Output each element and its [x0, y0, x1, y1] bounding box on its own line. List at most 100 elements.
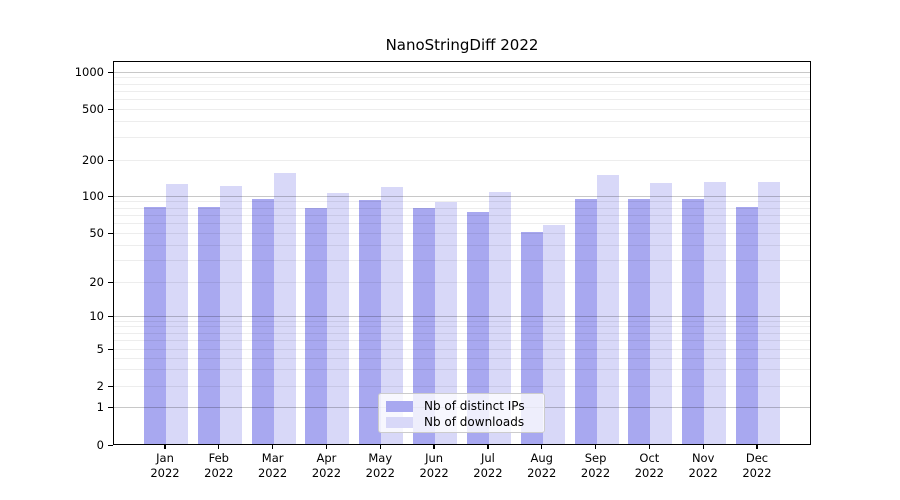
legend-label: Nb of downloads [424, 415, 525, 429]
x-tick-year: 2022 [742, 465, 772, 480]
x-tick-label: Mar 2022 [245, 451, 301, 480]
y-tick-mark [108, 195, 113, 197]
minor-gridline [114, 385, 810, 387]
minor-gridline [114, 207, 810, 209]
x-tick-month: May [368, 451, 393, 465]
x-tick-label: Feb 2022 [191, 451, 247, 480]
minor-gridline [114, 332, 810, 334]
minor-gridline [114, 259, 810, 261]
x-tick-mark [756, 445, 758, 449]
y-tick-label: 50 [89, 226, 104, 240]
minor-gridline [114, 369, 810, 371]
y-tick-label: 5 [96, 342, 104, 356]
x-tick-label: Jan 2022 [137, 451, 193, 480]
y-tick-mark [108, 385, 113, 387]
legend: Nb of distinct IPs Nb of downloads [378, 393, 545, 433]
x-tick-label: Jul 2022 [460, 451, 516, 480]
x-tick-year: 2022 [580, 465, 611, 480]
minor-gridline [114, 137, 810, 139]
y-tick-label: 1 [96, 400, 104, 414]
chart-title: NanoStringDiff 2022 [385, 36, 539, 54]
y-tick-mark [108, 232, 113, 234]
minor-gridline [114, 201, 810, 203]
y-tick-label: 200 [82, 153, 104, 167]
minor-gridline [114, 83, 810, 85]
x-tick-year: 2022 [257, 465, 288, 480]
minor-gridline [114, 357, 810, 359]
legend-label: Nb of distinct IPs [424, 399, 525, 413]
x-tick-mark [702, 445, 704, 449]
x-tick-mark [325, 445, 328, 449]
y-tick-mark [108, 281, 113, 283]
x-tick-month: Oct [639, 451, 660, 465]
minor-gridline [114, 90, 810, 92]
legend-row: Nb of downloads [379, 414, 544, 430]
bar-distinct-ips-aug [520, 232, 543, 444]
y-tick-label: 1000 [74, 65, 104, 79]
y-tick-mark [108, 315, 113, 317]
minor-gridline [114, 121, 810, 123]
x-tick-mark [487, 445, 489, 449]
y-tick-mark [108, 406, 113, 408]
minor-gridline [114, 348, 810, 350]
x-tick-label: Oct 2022 [621, 451, 677, 480]
y-tick-mark [108, 159, 113, 161]
bar-downloads-oct [650, 182, 673, 444]
y-tick-mark [108, 108, 113, 110]
bar-downloads-feb [219, 186, 242, 444]
x-tick-year: 2022 [634, 465, 664, 480]
x-tick-year: 2022 [419, 465, 449, 480]
x-tick-label: Dec 2022 [729, 451, 785, 480]
x-tick-year: 2022 [473, 465, 503, 480]
x-tick-month: Nov [691, 451, 715, 465]
y-tick-mark [108, 71, 113, 73]
minor-gridline [114, 232, 810, 234]
bar-distinct-ips-jun [413, 208, 436, 444]
minor-gridline [114, 339, 810, 341]
bar-downloads-may [381, 186, 404, 444]
minor-gridline [114, 108, 810, 110]
x-tick-mark [594, 445, 597, 449]
y-tick-label: 100 [82, 189, 104, 203]
x-tick-year: 2022 [311, 465, 342, 480]
x-tick-year: 2022 [527, 465, 557, 480]
x-tick-label: May 2022 [352, 451, 408, 480]
bar-distinct-ips-feb [197, 207, 220, 444]
bar-downloads-jan [166, 183, 188, 444]
bar-distinct-ips-jan [144, 207, 166, 444]
y-tick-label: 500 [82, 102, 104, 116]
x-tick-month: Apr [316, 451, 337, 465]
x-tick-mark [271, 445, 274, 449]
x-tick-month: Dec [745, 451, 769, 465]
bar-downloads-mar [273, 172, 296, 444]
minor-gridline [114, 281, 810, 283]
x-tick-year: 2022 [204, 465, 234, 480]
plot-area [113, 61, 811, 445]
y-tick-mark [108, 348, 113, 350]
bar-downloads-dec [758, 181, 780, 444]
x-tick-label: Jun 2022 [406, 451, 462, 480]
x-tick-month: Jun [425, 451, 444, 465]
x-tick-month: Mar [261, 451, 284, 465]
bar-downloads-nov [704, 181, 727, 444]
y-tick-mark [108, 444, 113, 446]
y-tick-label: 10 [89, 309, 104, 323]
minor-gridline [114, 77, 810, 79]
x-tick-year: 2022 [365, 465, 395, 480]
bar-distinct-ips-apr [305, 208, 328, 444]
x-tick-mark [433, 445, 435, 449]
minor-gridline [114, 98, 810, 100]
major-gridline [114, 71, 810, 73]
x-tick-year: 2022 [688, 465, 718, 480]
x-tick-mark [218, 445, 220, 449]
x-tick-label: Apr 2022 [298, 451, 354, 480]
x-tick-mark [379, 445, 381, 449]
x-tick-year: 2022 [150, 465, 180, 480]
bar-distinct-ips-dec [736, 207, 758, 444]
y-tick-label: 20 [89, 275, 104, 289]
x-tick-label: Aug 2022 [514, 451, 570, 480]
major-gridline [114, 315, 810, 317]
bar-downloads-sep [596, 175, 619, 444]
x-tick-month: Aug [530, 451, 553, 465]
